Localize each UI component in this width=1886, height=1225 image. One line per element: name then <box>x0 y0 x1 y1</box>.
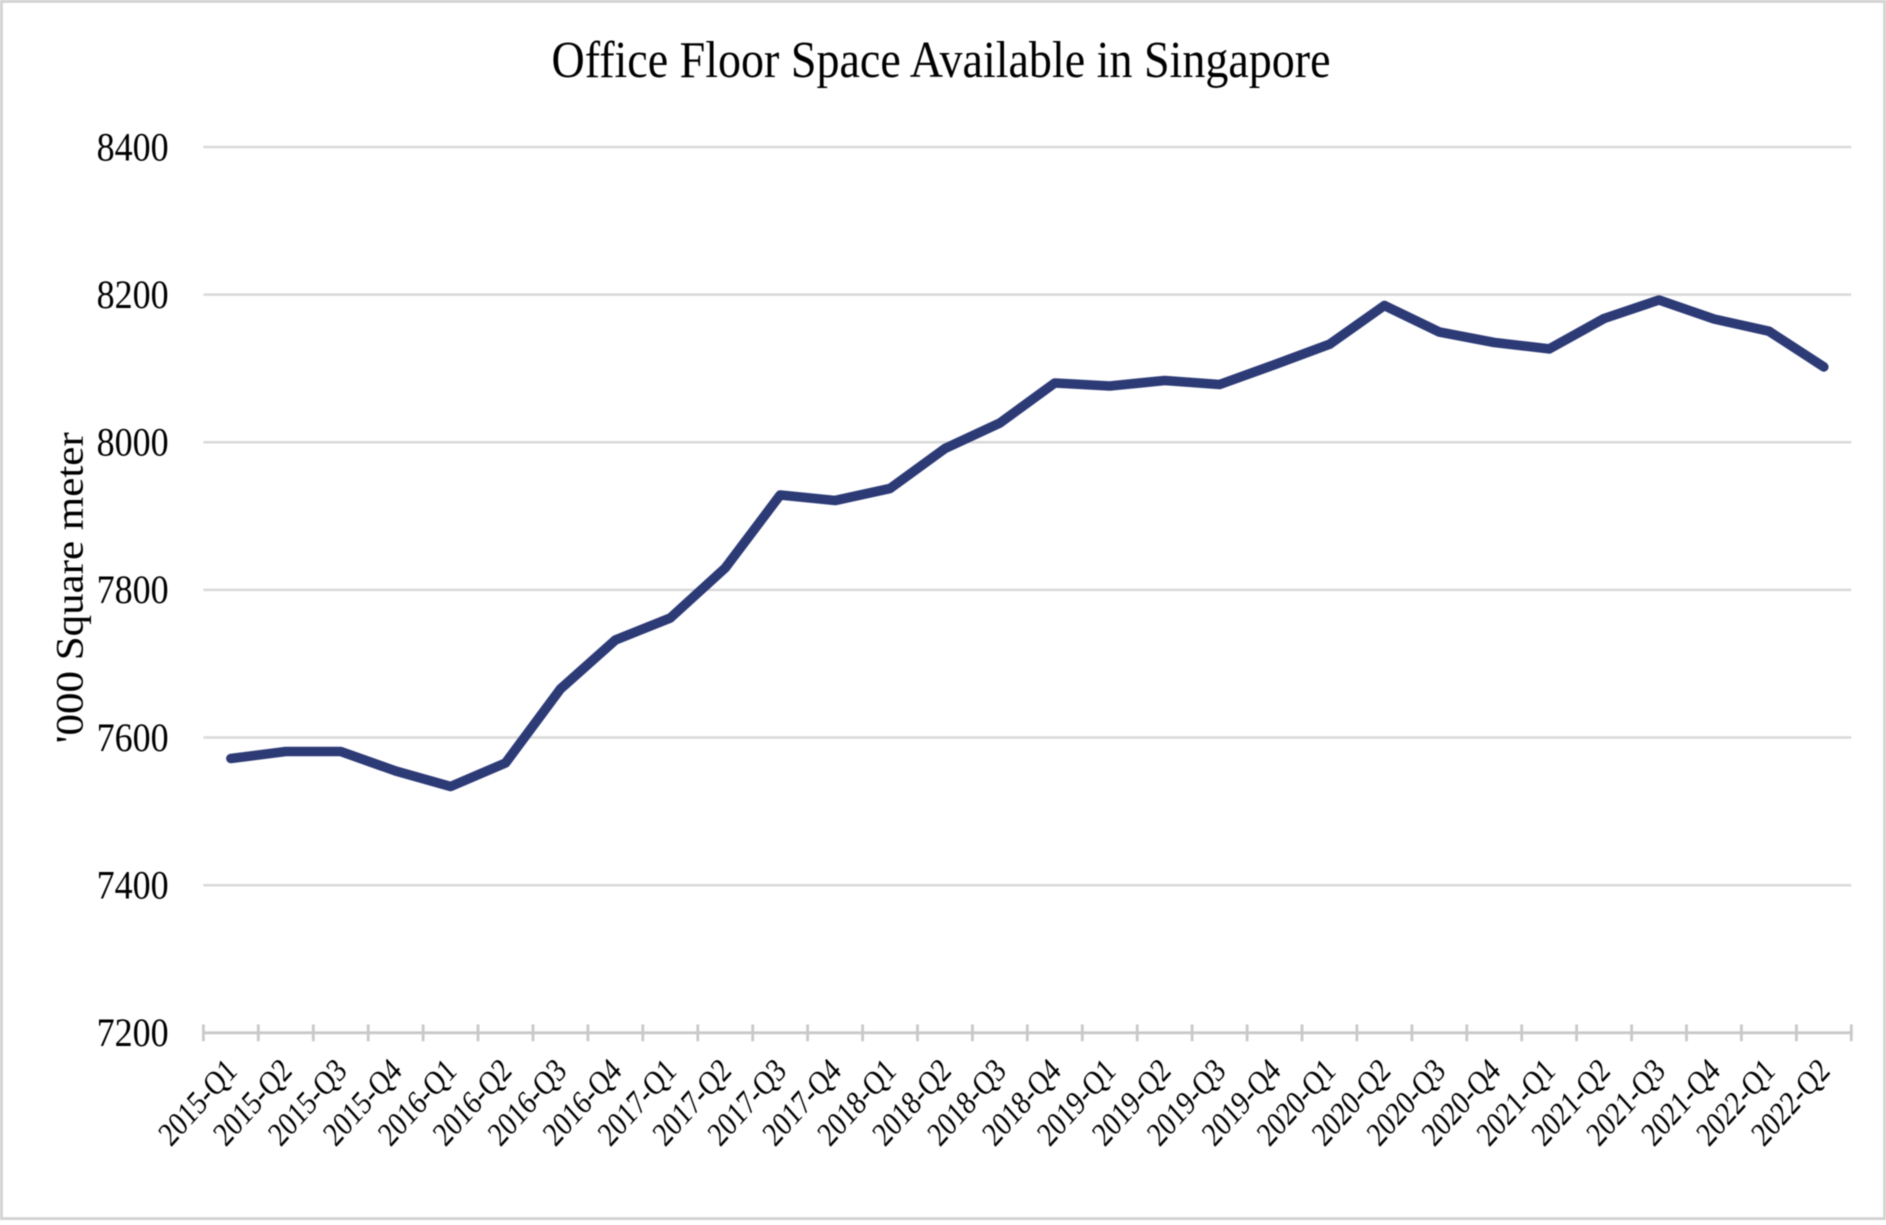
svg-text:7600: 7600 <box>97 716 169 760</box>
svg-text:8200: 8200 <box>97 273 169 317</box>
svg-text:8400: 8400 <box>97 126 169 170</box>
svg-text:8000: 8000 <box>97 421 169 465</box>
svg-text:'000 Square meter: '000 Square meter <box>48 432 91 743</box>
svg-text:7200: 7200 <box>97 1011 169 1055</box>
svg-text:7800: 7800 <box>97 569 169 613</box>
svg-text:7400: 7400 <box>97 864 169 908</box>
svg-text:Office Floor Space Available i: Office Floor Space Available in Singapor… <box>551 30 1330 88</box>
